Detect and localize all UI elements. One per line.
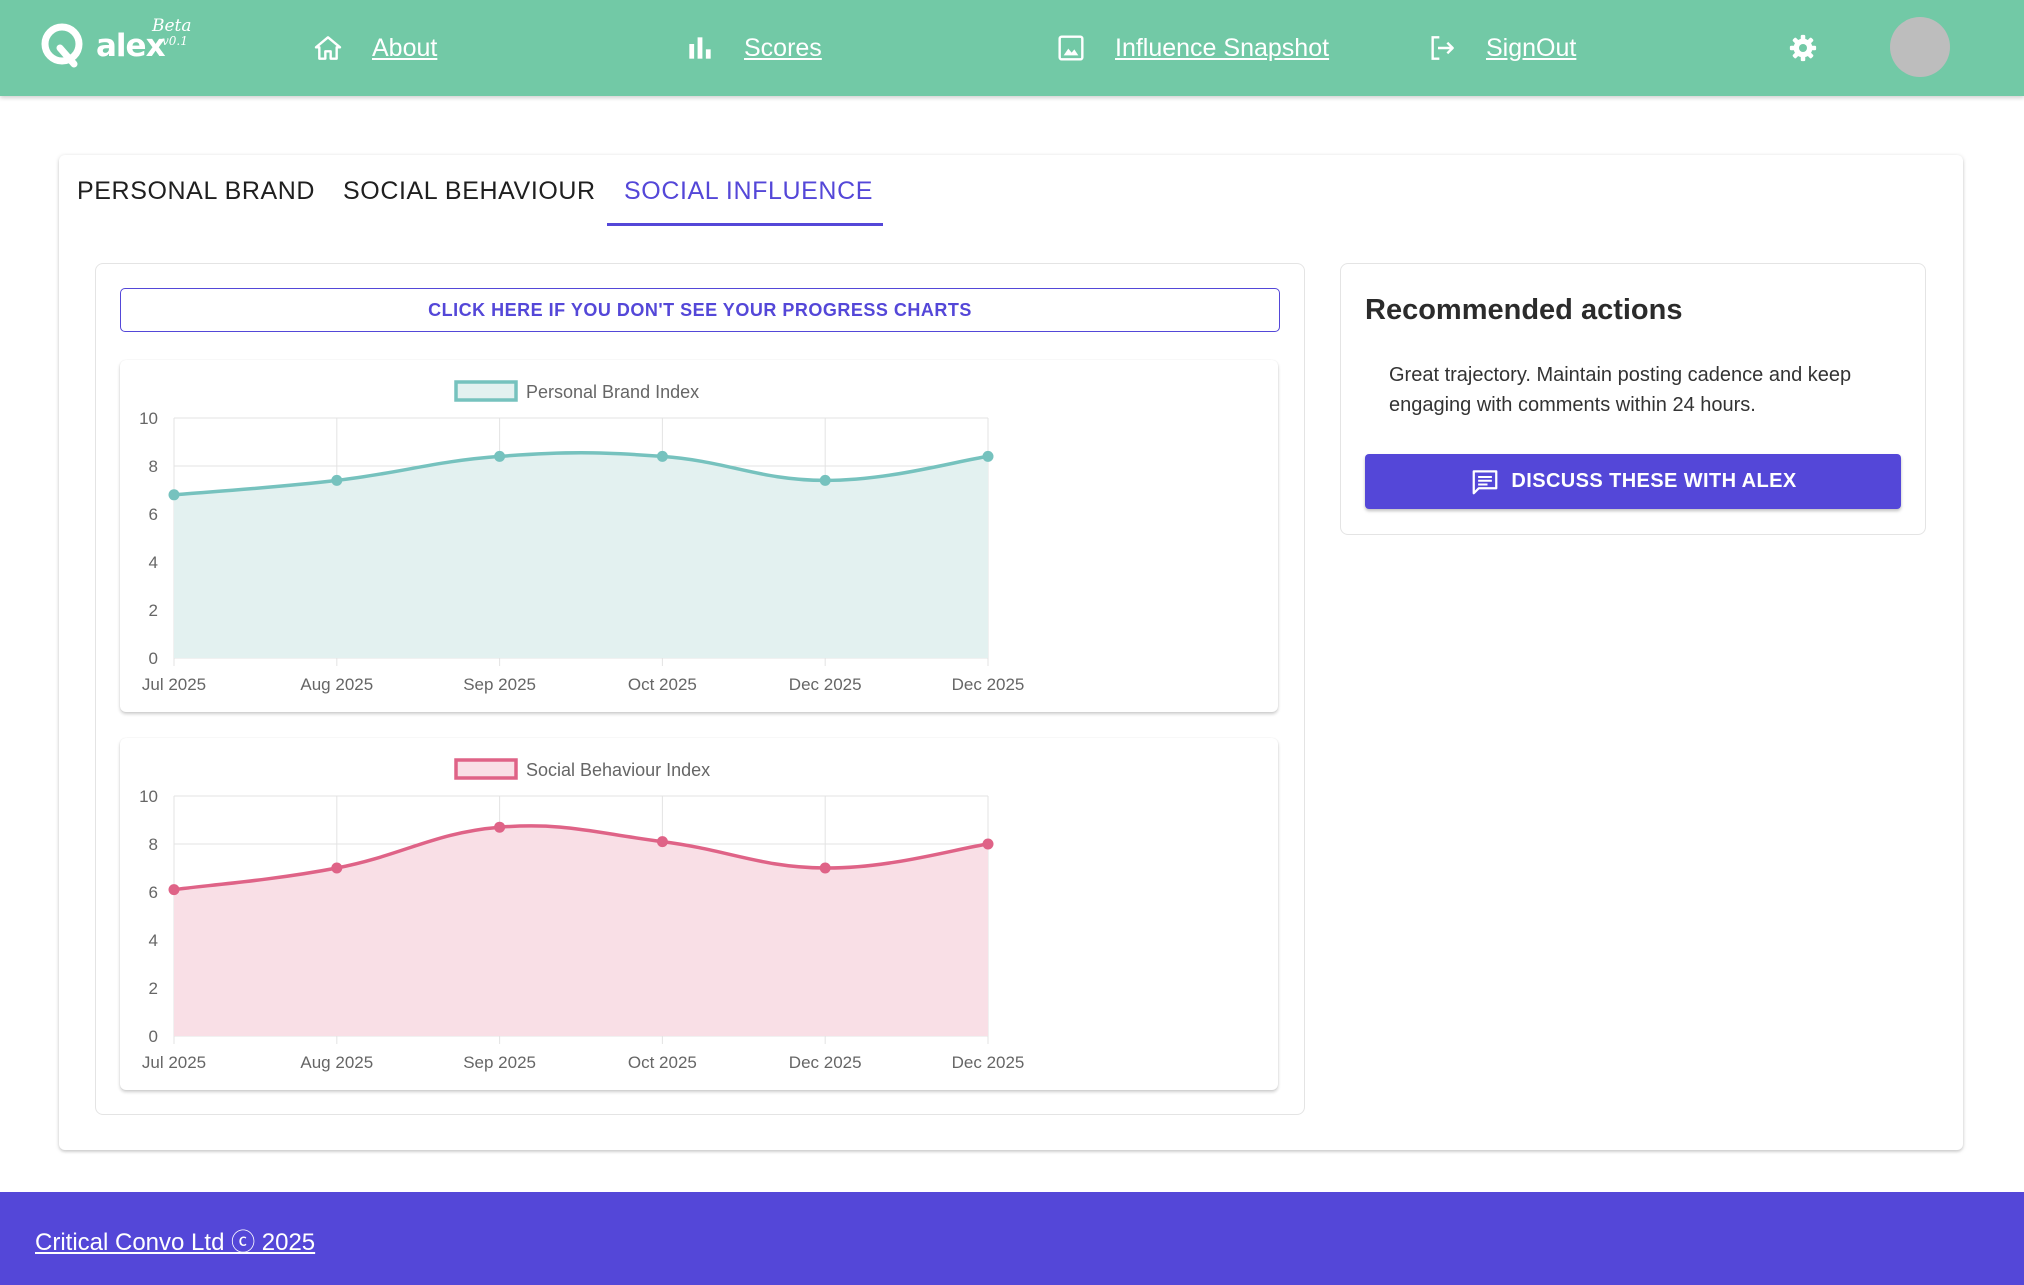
nav-about-link[interactable]: About <box>372 33 438 62</box>
legend-swatch <box>454 758 518 780</box>
personal-brand-chart: 0 2 4 6 8 10 Jul 2025 Aug 2025 Sep 2025 Oct 2025 D… <box>120 360 1278 712</box>
active-tab-indicator <box>607 223 883 226</box>
charts-panel: Click here if you don't see your progres… <box>95 263 1305 1115</box>
data-point <box>331 474 343 486</box>
data-point <box>819 862 831 874</box>
tab-social-influence[interactable]: Social Influence <box>624 177 874 205</box>
social-behaviour-chart: 0 2 4 6 8 10 Jul 2025 Aug 2025 Sep 2025 Oct 2025 D… <box>120 738 1278 1090</box>
y-tick-label: 6 <box>149 505 158 524</box>
series-area <box>174 825 988 1036</box>
data-point <box>656 450 668 462</box>
legend-label: Social Behaviour Index <box>526 760 710 780</box>
y-tick-label: 4 <box>149 553 158 572</box>
data-point <box>982 838 994 850</box>
data-point <box>819 474 831 486</box>
x-tick-label: Sep 2025 <box>463 1053 536 1072</box>
y-tick-label: 0 <box>149 649 158 668</box>
logo-name: alex <box>96 28 166 64</box>
y-tick-label: 8 <box>149 835 158 854</box>
series-line <box>173 451 989 497</box>
gear-icon[interactable] <box>1788 33 1818 63</box>
recommended-actions-title: Recommended actions <box>1365 294 1683 326</box>
series-line <box>173 824 989 892</box>
logout-icon <box>1431 36 1454 60</box>
nav-signout[interactable]: SignOut <box>1426 0 1576 96</box>
logo-beta-badge: Beta <box>152 16 192 36</box>
y-tick-label: 2 <box>149 979 158 998</box>
data-point <box>494 450 506 462</box>
logo-version: v0.1 <box>162 34 188 48</box>
show-progress-charts-button[interactable]: Click here if you don't see your progres… <box>120 288 1280 332</box>
image-icon <box>1058 35 1084 61</box>
app-header: alex Beta v0.1 About Scores Influence Sn… <box>0 0 2024 96</box>
nav-influence-snapshot-link[interactable]: Influence Snapshot <box>1115 33 1330 62</box>
y-tick-label: 10 <box>139 787 158 806</box>
y-tick-label: 0 <box>149 1027 158 1046</box>
x-tick-label: Dec 2025 <box>952 1053 1025 1072</box>
x-tick-label: Dec 2025 <box>952 675 1025 694</box>
chat-icon <box>1473 469 1498 494</box>
x-tick-label: Jul 2025 <box>142 1053 206 1072</box>
alex-logo[interactable]: alex Beta v0.1 <box>38 14 208 78</box>
avatar[interactable] <box>1890 17 1950 77</box>
nav-influence-snapshot[interactable]: Influence Snapshot <box>1055 0 1329 96</box>
legend-label: Personal Brand Index <box>526 382 699 402</box>
series-area <box>174 452 988 658</box>
discuss-with-alex-button[interactable]: Discuss these with Alex <box>1365 454 1901 509</box>
x-tick-label: Oct 2025 <box>628 1053 697 1072</box>
data-point <box>168 884 180 896</box>
personal-brand-chart-svg: 0 2 4 6 8 10 Jul 2025 Aug 2025 Sep 2025 Oct 2025 D… <box>139 380 1025 694</box>
y-tick-label: 8 <box>149 457 158 476</box>
app-footer: Critical Convo Ltd ⓒ 2025 <box>0 1192 2024 1285</box>
tab-personal-brand[interactable]: Personal Brand <box>77 177 316 205</box>
bar-chart-icon <box>689 37 711 59</box>
data-point <box>331 862 343 874</box>
x-tick-label: Jul 2025 <box>142 675 206 694</box>
nav-scores[interactable]: Scores <box>684 0 822 96</box>
social-behaviour-chart-svg: 0 2 4 6 8 10 Jul 2025 Aug 2025 Sep 2025 Oct 2025 D… <box>139 758 1025 1072</box>
data-point <box>656 836 668 848</box>
discuss-with-alex-label: Discuss these with Alex <box>1511 470 1797 492</box>
y-tick-label: 2 <box>149 601 158 620</box>
nav-scores-link[interactable]: Scores <box>744 33 822 62</box>
data-point <box>168 489 180 501</box>
main-card: Personal Brand Social Behaviour Social I… <box>59 155 1963 1150</box>
x-tick-label: Sep 2025 <box>463 675 536 694</box>
data-point <box>494 821 506 833</box>
tab-social-behaviour[interactable]: Social Behaviour <box>343 177 596 205</box>
alex-logo-mark-icon <box>41 23 83 68</box>
legend-swatch <box>454 380 518 402</box>
x-tick-label: Dec 2025 <box>789 675 862 694</box>
data-point <box>982 450 994 462</box>
recommended-actions-text: Great trajectory. Maintain posting caden… <box>1389 364 1852 416</box>
home-icon <box>314 36 342 60</box>
y-tick-label: 6 <box>149 883 158 902</box>
x-tick-label: Oct 2025 <box>628 675 697 694</box>
y-tick-label: 10 <box>139 409 158 428</box>
nav-about[interactable]: About <box>312 0 437 96</box>
nav-signout-link[interactable]: SignOut <box>1486 33 1577 62</box>
x-tick-label: Dec 2025 <box>789 1053 862 1072</box>
y-tick-label: 4 <box>149 931 158 950</box>
x-tick-label: Aug 2025 <box>300 675 373 694</box>
recommended-actions-panel: Recommended actions Great trajectory. Ma… <box>1340 263 1926 535</box>
x-tick-label: Aug 2025 <box>300 1053 373 1072</box>
footer-company-link[interactable]: Critical Convo Ltd ⓒ 2025 <box>35 1229 316 1256</box>
